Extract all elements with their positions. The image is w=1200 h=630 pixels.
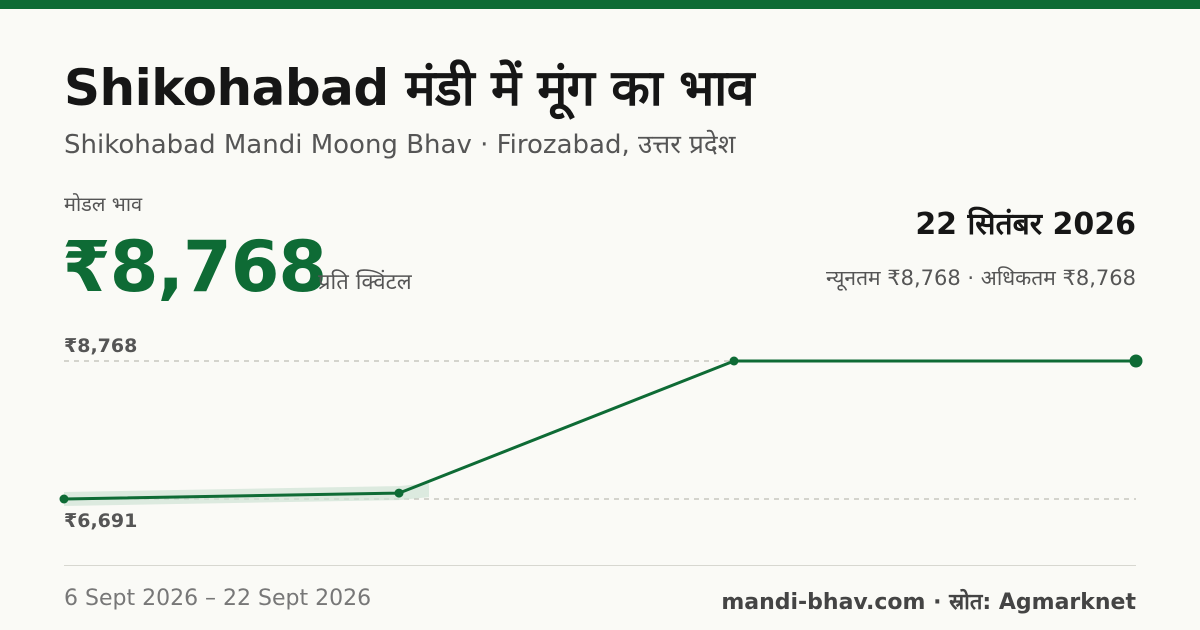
footer-divider	[64, 565, 1136, 566]
price-line	[62, 359, 1138, 501]
price-unit: प्रति क्विंटल	[318, 270, 412, 295]
data-point-2	[729, 356, 739, 366]
data-point-0	[59, 494, 69, 504]
source-credit: mandi-bhav.com · स्रोत: Agmarknet	[721, 590, 1136, 615]
modal-price-label: मोडल भाव	[64, 192, 143, 216]
page-subtitle: Shikohabad Mandi Moong Bhav · Firozabad,…	[64, 130, 736, 160]
reference-label-0: ₹8,768	[64, 335, 137, 357]
min-max-range: न्यूनतम ₹8,768 · अधिकतम ₹8,768	[826, 266, 1136, 290]
price-line-chart: ₹8,768 ₹6,691	[59, 335, 1143, 532]
top-accent-bar	[0, 0, 1200, 9]
reference-label-1: ₹6,691	[64, 510, 137, 532]
price-date: 22 सितंबर 2026	[915, 207, 1136, 242]
modal-price-value: ₹8,768	[62, 226, 327, 308]
data-point-1	[394, 488, 404, 498]
data-point-3	[1129, 354, 1143, 368]
date-range: 6 Sept 2026 – 22 Sept 2026	[64, 586, 372, 611]
page-title: Shikohabad मंडी में मूंग का भाव	[64, 59, 755, 117]
